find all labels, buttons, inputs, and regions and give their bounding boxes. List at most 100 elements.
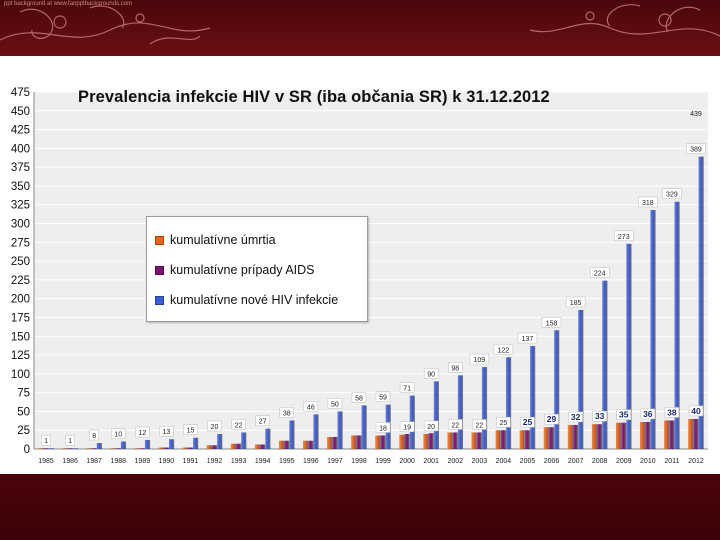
bar-aids [645,421,651,449]
x-tick-label: 2012 [688,458,704,465]
data-label-low: 32 [571,412,581,422]
y-tick-label: 75 [17,388,30,400]
bar-deaths [471,432,477,449]
bar-deaths [567,424,574,449]
bar-aids [67,448,73,449]
x-tick-label: 1999 [375,458,391,465]
data-label-hiv-box [686,143,706,154]
x-tick-label: 2010 [640,458,656,465]
legend-item-hiv: kumulatívne nové HIV infekcie [155,293,338,307]
bar-hiv [289,420,295,449]
bar-aids [91,448,97,449]
bar-deaths [447,432,453,449]
y-tick-label: 400 [11,143,30,155]
x-tick-label: 1994 [255,458,271,465]
bar-hiv [457,375,464,449]
data-label-hiv: 27 [259,419,267,426]
bar-deaths [640,421,646,449]
y-tick-label: 0 [24,444,30,456]
x-tick-label: 2009 [616,458,632,465]
bar-deaths [351,435,357,449]
data-label-hiv: 59 [379,395,387,402]
bar-hiv [241,432,247,449]
x-tick-label: 2003 [472,458,488,465]
bar-aids [452,432,458,449]
data-label-low-box [616,409,631,420]
chart-panel: 0 25 50 75 100 125 150 175 200 225 250 275 300 325 350… [0,56,720,474]
bar-deaths [86,448,92,449]
data-label-hiv: 50 [331,401,339,408]
data-label-hiv: 15 [187,428,195,435]
data-label-low-box [472,419,487,430]
y-tick-label: 100 [11,369,30,381]
data-label-hiv: 389 [690,147,702,154]
data-label-hiv-box [351,392,367,403]
data-label-hiv: 10 [114,431,122,438]
bar-hiv [505,357,512,449]
data-label-hiv-box [469,353,490,365]
y-tick-label: 175 [11,312,30,324]
bar-deaths [375,435,381,449]
legend-label-deaths: kumulatívne úmrtia [170,233,276,247]
data-label-low-box [592,410,607,422]
data-label-hiv-box [279,407,294,418]
data-label-hiv-box [589,267,610,278]
bar-aids [500,430,506,449]
bar-hiv [72,448,78,449]
bar-hiv [120,441,127,449]
data-label-hiv: 137 [522,336,534,343]
legend-item-deaths: kumulatívne úmrtia [155,233,276,247]
data-label-2012-top: 439 [690,111,702,118]
data-label-hiv: 329 [666,192,678,199]
bar-deaths [182,447,188,449]
data-label-hiv-box [614,230,634,242]
data-label-hiv: 318 [642,200,654,207]
y-tick-label: 300 [11,219,30,231]
bar-hiv [530,346,536,449]
bar-aids [621,422,627,449]
bar-aids [476,432,482,449]
data-label-low-box [423,420,439,432]
x-tick-label: 2006 [544,458,560,465]
data-label-hiv: 273 [618,234,630,241]
bar-hiv [554,330,560,449]
bar-hiv [193,437,199,449]
data-label-hiv-box [638,196,658,208]
data-label-hiv-box [89,429,99,441]
y-tick-label: 450 [11,106,30,118]
data-label-hiv-box [493,344,514,355]
data-label-low: 25 [523,417,533,427]
bar-hiv [650,209,656,449]
data-label-hiv-box [541,317,562,328]
x-tick-label: 1989 [135,458,151,465]
bar-deaths [327,436,333,449]
legend-swatch-hiv [155,295,164,305]
data-label-low-box [640,408,656,420]
x-tick-label: 2005 [520,458,536,465]
data-label-low: 33 [595,411,605,421]
x-tick-label: 1988 [110,458,126,465]
bar-aids [428,433,434,449]
bar-aids [380,435,386,449]
data-label-low-box [688,405,704,417]
data-label-hiv-box [65,434,75,446]
data-label-hiv-box [517,332,538,344]
bar-aids [236,443,242,449]
bar-hiv [433,381,439,449]
bar-aids [163,447,169,449]
x-tick-label: 1996 [303,458,319,465]
y-tick-label: 375 [11,162,30,174]
data-label-hiv-box [231,419,246,430]
y-tick-label: 350 [11,181,30,193]
bar-deaths [519,430,525,449]
bar-hiv [698,156,704,449]
bar-aids [693,418,699,449]
bar-aids [139,448,145,449]
data-label-hiv: 224 [594,271,606,278]
data-label-hiv-box [111,428,126,439]
y-tick-label: 475 [11,87,30,99]
data-label-low: 18 [379,425,387,432]
data-label-hiv: 90 [427,371,435,378]
bar-hiv [168,439,175,449]
data-label-low-box [544,413,559,425]
